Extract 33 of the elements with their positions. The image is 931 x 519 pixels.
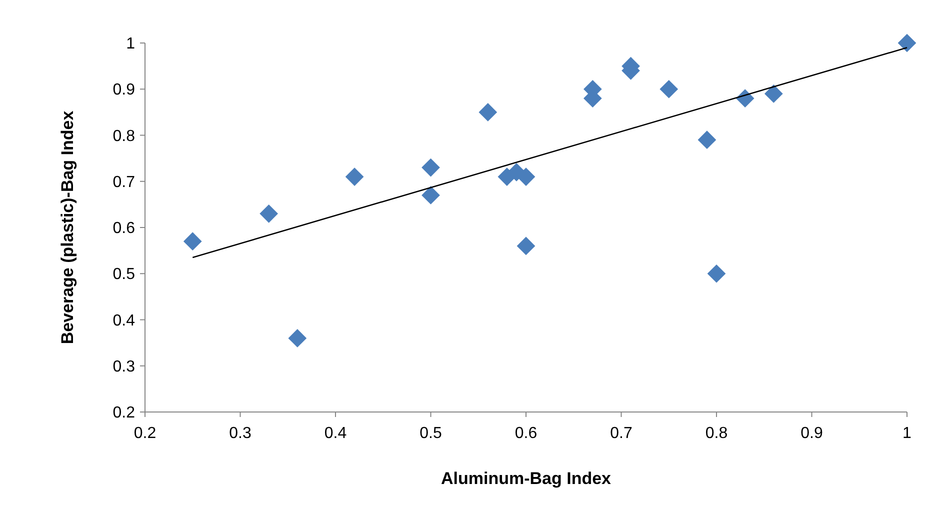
- x-tick-label: 0.4: [324, 425, 347, 442]
- point: [764, 84, 783, 103]
- point: [183, 232, 202, 251]
- x-tick-label: 0.7: [610, 425, 632, 442]
- y-tick-label: 0.6: [112, 220, 136, 238]
- point: [345, 168, 364, 186]
- x-tick-label: 0.3: [229, 425, 252, 442]
- y-tick-label: 0.5: [112, 266, 136, 284]
- point: [698, 130, 716, 150]
- point: [898, 34, 916, 52]
- x-tick-label: 1: [902, 425, 912, 442]
- point: [660, 80, 678, 98]
- y-axis-title: Beverage (plastic)-Bag Index: [58, 110, 77, 344]
- y-tick-label: 1: [126, 36, 136, 53]
- point: [478, 103, 498, 122]
- y-tick-label: 0.7: [112, 174, 136, 191]
- x-tick-label: 0.5: [420, 425, 442, 442]
- y-tick-label: 0.4: [112, 312, 136, 330]
- point: [260, 204, 278, 223]
- y-tick-label: 0.9: [112, 82, 136, 99]
- y-tick-label: 0.3: [112, 358, 136, 376]
- x-tick-label: 0.2: [134, 425, 156, 442]
- point: [422, 158, 440, 177]
- x-axis-title: Aluminum-Bag Index: [440, 469, 612, 488]
- x-tick-label: 0.6: [514, 425, 538, 442]
- x-tick-label: 0.9: [800, 425, 823, 442]
- x-tick-label: 0.8: [705, 425, 728, 442]
- point: [516, 236, 536, 256]
- y-tick-label: 0.8: [112, 128, 136, 145]
- y-tick-label: 0.2: [112, 404, 136, 422]
- point: [707, 264, 726, 283]
- point: [288, 329, 307, 348]
- point: [422, 186, 440, 204]
